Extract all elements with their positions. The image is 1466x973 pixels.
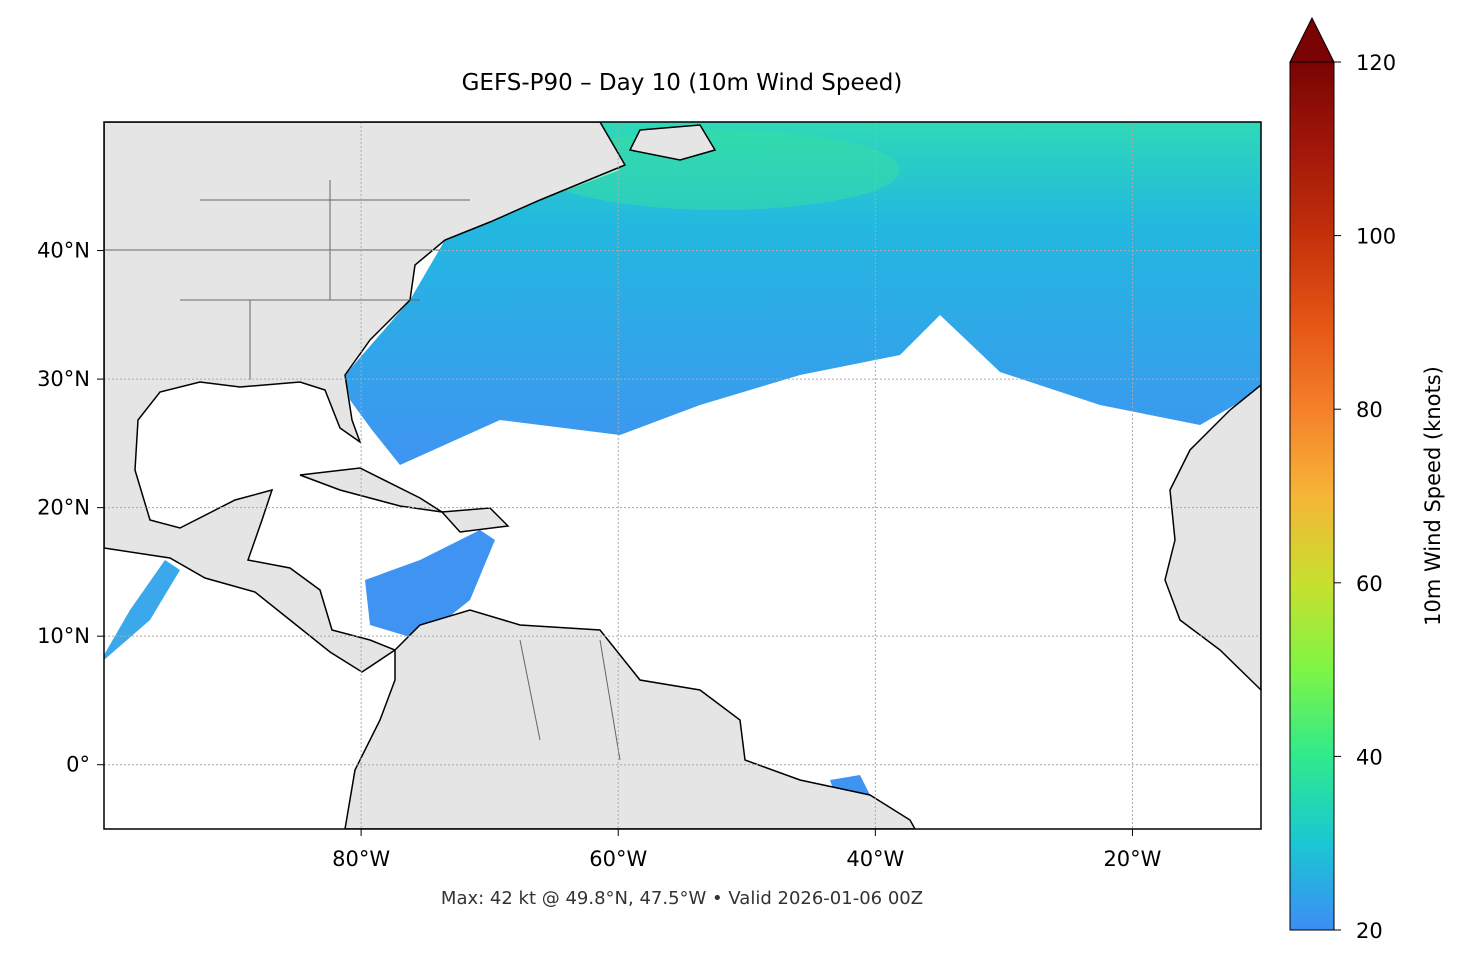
colorbar (1289, 61, 1335, 931)
colorbar-extend (1289, 16, 1335, 63)
y-tick-label: 40°N (37, 239, 90, 263)
colorbar-tick-label: 120 (1356, 51, 1396, 75)
x-tick-label: 40°W (846, 847, 904, 871)
land (344, 609, 916, 829)
land (1164, 384, 1261, 692)
colorbar-tick-label: 40 (1356, 745, 1383, 769)
colorbar-tick-label: 80 (1356, 398, 1383, 422)
colorbar-tick-label: 100 (1356, 225, 1396, 249)
colorbar-tick-label: 20 (1356, 919, 1383, 943)
border (104, 180, 621, 761)
colorbar-tick-label: 60 (1356, 572, 1383, 596)
y-tick-label: 10°N (37, 624, 90, 648)
y-tick-label: 20°N (37, 496, 90, 520)
land (104, 122, 627, 673)
wind-field (104, 560, 180, 660)
y-tick-label: 30°N (37, 367, 90, 391)
x-tick-label: 20°W (1103, 847, 1161, 871)
map (104, 122, 1261, 829)
y-tick-label: 0° (66, 753, 90, 777)
wind-field (365, 530, 495, 640)
x-tick-label: 80°W (332, 847, 390, 871)
grid (104, 122, 1261, 829)
x-tick-label: 60°W (589, 847, 647, 871)
chart-title: GEFS-P90 – Day 10 (10m Wind Speed) (462, 70, 903, 96)
land (628, 124, 717, 161)
land (440, 507, 510, 533)
map-frame (103, 121, 1262, 830)
colorbar-label: 10m Wind Speed (knots) (1421, 366, 1445, 626)
footnote: Max: 42 kt @ 49.8°N, 47.5°W • Valid 2026… (441, 888, 923, 909)
